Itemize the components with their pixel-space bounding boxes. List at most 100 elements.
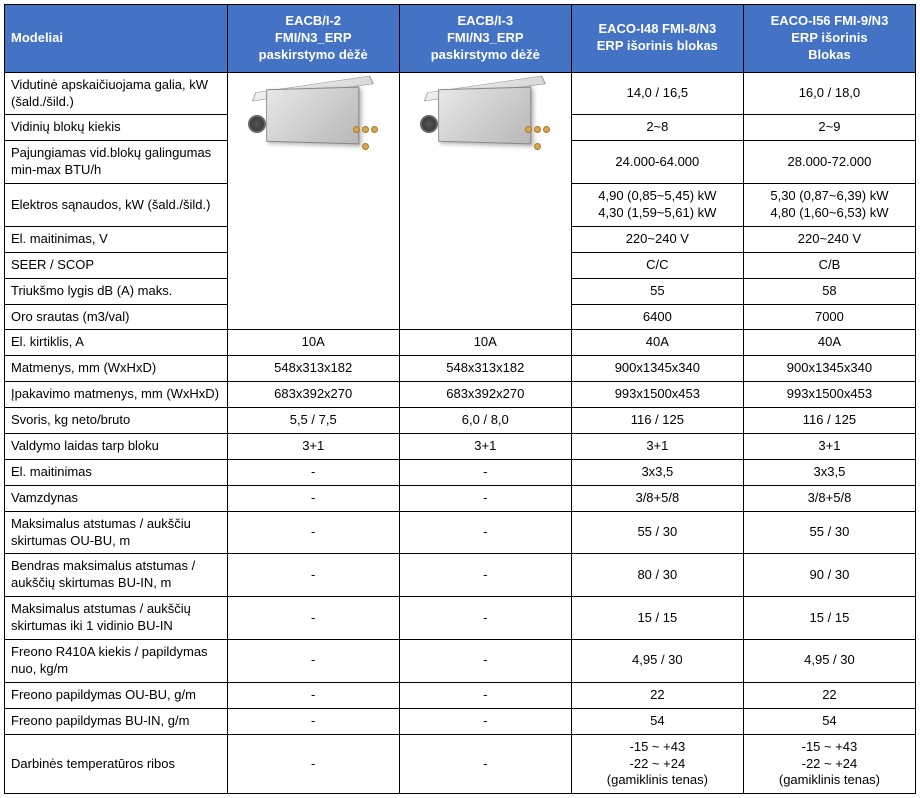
cell: 3/8+5/8 <box>743 485 915 511</box>
cell: 3+1 <box>399 434 571 460</box>
cell: 7000 <box>743 304 915 330</box>
cell: - <box>399 682 571 708</box>
row-label: Įpakavimo matmenys, mm (WxHxD) <box>5 382 228 408</box>
row-label: Darbinės temperatūros ribos <box>5 734 228 794</box>
cell: 4,95 / 30 <box>743 640 915 683</box>
cell: 6,0 / 8,0 <box>399 408 571 434</box>
device-image <box>233 73 393 163</box>
cell: 58 <box>743 278 915 304</box>
cell: 900x1345x340 <box>571 356 743 382</box>
cell: 90 / 30 <box>743 554 915 597</box>
cell: 6400 <box>571 304 743 330</box>
cell: 2~9 <box>743 115 915 141</box>
cell: 15 / 15 <box>571 597 743 640</box>
cell: 55 <box>571 278 743 304</box>
table-row: Įpakavimo matmenys, mm (WxHxD)683x392x27… <box>5 382 916 408</box>
table-row: Matmenys, mm (WxHxD)548x313x182548x313x1… <box>5 356 916 382</box>
cell: 3+1 <box>571 434 743 460</box>
cell: 54 <box>743 708 915 734</box>
specifications-table: Modeliai EACB/I-2 FMI/N3_ERP paskirstymo… <box>4 4 916 794</box>
cell: 993x1500x453 <box>743 382 915 408</box>
row-label: El. maitinimas, V <box>5 226 228 252</box>
cell: 40A <box>743 330 915 356</box>
cell: - <box>399 511 571 554</box>
cell: C/B <box>743 252 915 278</box>
header-label: Modeliai <box>5 5 228 73</box>
cell: 14,0 / 16,5 <box>571 72 743 115</box>
table-row: Bendras maksimalus atstumas / aukščių sk… <box>5 554 916 597</box>
cell: 40A <box>571 330 743 356</box>
header-col-1: EACB/I-2 FMI/N3_ERP paskirstymo dėžė <box>227 5 399 73</box>
table-row: El. maitinimas--3x3,53x3,5 <box>5 459 916 485</box>
row-label: Vidinių blokų kiekis <box>5 115 228 141</box>
row-label: Oro srautas (m3/val) <box>5 304 228 330</box>
cell: 116 / 125 <box>571 408 743 434</box>
cell: 10A <box>227 330 399 356</box>
header-col-3: EACO-I48 FMI-8/N3 ERP išorinis blokas <box>571 5 743 73</box>
cell: 3+1 <box>227 434 399 460</box>
product-image-cell-1 <box>227 72 399 330</box>
row-label: Vamzdynas <box>5 485 228 511</box>
cell: 28.000-72.000 <box>743 141 915 184</box>
cell: - <box>399 708 571 734</box>
cell: C/C <box>571 252 743 278</box>
header-col-2: EACB/I-3 FMI/N3_ERP paskirstymo dėžė <box>399 5 571 73</box>
header-col-4: EACO-I56 FMI-9/N3 ERP išorinis Blokas <box>743 5 915 73</box>
table-row: Vidutinė apskaičiuojama galia, kW (šald.… <box>5 72 916 115</box>
row-label: Matmenys, mm (WxHxD) <box>5 356 228 382</box>
row-label: Svoris, kg neto/bruto <box>5 408 228 434</box>
cell: - <box>227 485 399 511</box>
row-label: Elektros sąnaudos, kW (šald./šild.) <box>5 184 228 227</box>
row-label: Maksimalus atstumas / aukščiu skirtumas … <box>5 511 228 554</box>
cell: 55 / 30 <box>743 511 915 554</box>
cell: 116 / 125 <box>743 408 915 434</box>
cell: - <box>227 511 399 554</box>
cell: - <box>227 597 399 640</box>
table-row: El. kirtiklis, A10A10A40A40A <box>5 330 916 356</box>
cell: - <box>399 640 571 683</box>
cell: 15 / 15 <box>743 597 915 640</box>
cell: 4,90 (0,85~5,45) kW 4,30 (1,59~5,61) kW <box>571 184 743 227</box>
table-row: Valdymo laidas tarp bloku3+13+13+13+1 <box>5 434 916 460</box>
cell: 220~240 V <box>743 226 915 252</box>
cell: - <box>227 459 399 485</box>
row-label: Triukšmo lygis dB (A) maks. <box>5 278 228 304</box>
cell: 900x1345x340 <box>743 356 915 382</box>
row-label: El. kirtiklis, A <box>5 330 228 356</box>
cell: -15 ~ +43 -22 ~ +24 (gamiklinis tenas) <box>743 734 915 794</box>
cell: 2~8 <box>571 115 743 141</box>
device-image <box>405 73 565 163</box>
cell: - <box>227 554 399 597</box>
cell: 683x392x270 <box>227 382 399 408</box>
cell: 54 <box>571 708 743 734</box>
table-row: Vamzdynas--3/8+5/83/8+5/8 <box>5 485 916 511</box>
row-label: Vidutinė apskaičiuojama galia, kW (šald.… <box>5 72 228 115</box>
cell: 22 <box>743 682 915 708</box>
row-label: Pajungiamas vid.blokų galingumas min-max… <box>5 141 228 184</box>
cell: 24.000-64.000 <box>571 141 743 184</box>
cell: -15 ~ +43 -22 ~ +24 (gamiklinis tenas) <box>571 734 743 794</box>
cell: 3/8+5/8 <box>571 485 743 511</box>
cell: 5,30 (0,87~6,39) kW 4,80 (1,60~6,53) kW <box>743 184 915 227</box>
cell: 683x392x270 <box>399 382 571 408</box>
table-row: Darbinės temperatūros ribos---15 ~ +43 -… <box>5 734 916 794</box>
cell: 3+1 <box>743 434 915 460</box>
cell: 80 / 30 <box>571 554 743 597</box>
cell: - <box>227 734 399 794</box>
row-label: SEER / SCOP <box>5 252 228 278</box>
row-label: El. maitinimas <box>5 459 228 485</box>
cell: - <box>399 734 571 794</box>
cell: 55 / 30 <box>571 511 743 554</box>
row-label: Freono R410A kiekis / papildymas nuo, kg… <box>5 640 228 683</box>
cell: 22 <box>571 682 743 708</box>
table-row: Freono papildymas OU-BU, g/m--2222 <box>5 682 916 708</box>
cell: - <box>227 708 399 734</box>
table-row: Freono R410A kiekis / papildymas nuo, kg… <box>5 640 916 683</box>
row-label: Maksimalus atstumas / aukščių skirtumas … <box>5 597 228 640</box>
table-row: Maksimalus atstumas / aukščių skirtumas … <box>5 597 916 640</box>
row-label: Valdymo laidas tarp bloku <box>5 434 228 460</box>
cell: 548x313x182 <box>227 356 399 382</box>
cell: 548x313x182 <box>399 356 571 382</box>
row-label: Bendras maksimalus atstumas / aukščių sk… <box>5 554 228 597</box>
cell: - <box>399 485 571 511</box>
